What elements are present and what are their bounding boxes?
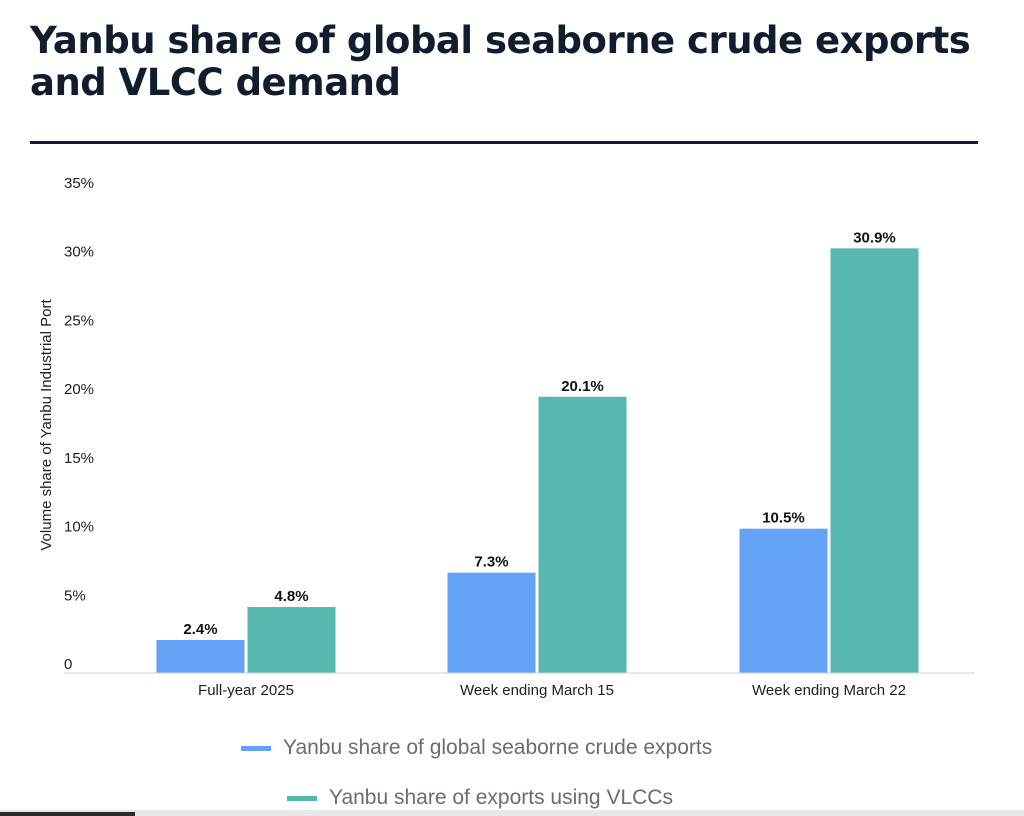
- bottom-bar: [0, 810, 1024, 816]
- data-label: 2.4%: [183, 621, 217, 638]
- legend-item-exports: Yanbu share of global seaborne crude exp…: [241, 736, 712, 760]
- data-label: 30.9%: [853, 229, 896, 246]
- x-tick-label: Week ending March 15: [460, 682, 614, 699]
- bar-vlcc-0: [247, 607, 336, 673]
- y-tick-label: 10%: [64, 519, 94, 536]
- data-labels: 2.4% 4.8% 7.3% 20.1% 10.5% 30.9%: [183, 229, 895, 638]
- y-axis-label: Volume share of Yanbu Industrial Port: [38, 299, 55, 551]
- bars: [156, 248, 919, 674]
- legend-item-vlcc: Yanbu share of exports using VLCCs: [287, 786, 673, 810]
- y-tick-label: 0: [64, 656, 72, 673]
- legend-label-exports: Yanbu share of global seaborne crude exp…: [283, 736, 713, 759]
- y-tick-label: 30%: [64, 244, 94, 261]
- bar-exports-1: [447, 572, 536, 673]
- bar-exports-0: [156, 640, 245, 673]
- y-tick-label: 25%: [64, 312, 94, 329]
- data-label: 10.5%: [762, 510, 805, 527]
- data-label: 4.8%: [274, 588, 308, 605]
- y-tick-label: 15%: [64, 450, 94, 467]
- bar-chart: 0 5% 10% 15% 20% 25% 30% 35% Volume share of Ya…: [38, 175, 975, 699]
- legend-label-vlcc: Yanbu share of exports using VLCCs: [329, 786, 673, 809]
- bar-vlcc-1: [538, 396, 627, 673]
- x-tick-label: Week ending March 22: [752, 682, 906, 699]
- x-tick-label: Full-year 2025: [198, 682, 294, 699]
- title-divider: [30, 141, 978, 144]
- bar-exports-2: [739, 528, 828, 673]
- y-tick-label: 20%: [64, 381, 94, 398]
- chart-title: Yanbu share of global seaborne crude exp…: [30, 19, 971, 104]
- legend-swatch-vlcc: [287, 795, 317, 801]
- y-tick-label: 5%: [64, 587, 86, 604]
- data-label: 7.3%: [474, 554, 508, 571]
- y-tick-label: 35%: [64, 175, 94, 192]
- data-label: 20.1%: [561, 378, 604, 395]
- y-axis: 0 5% 10% 15% 20% 25% 30% 35%: [64, 175, 94, 673]
- bar-vlcc-2: [830, 248, 919, 674]
- x-axis: Full-year 2025 Week ending March 15 Week e…: [198, 682, 906, 699]
- bottom-bar-handle: [0, 812, 135, 816]
- legend-swatch-exports: [241, 745, 271, 751]
